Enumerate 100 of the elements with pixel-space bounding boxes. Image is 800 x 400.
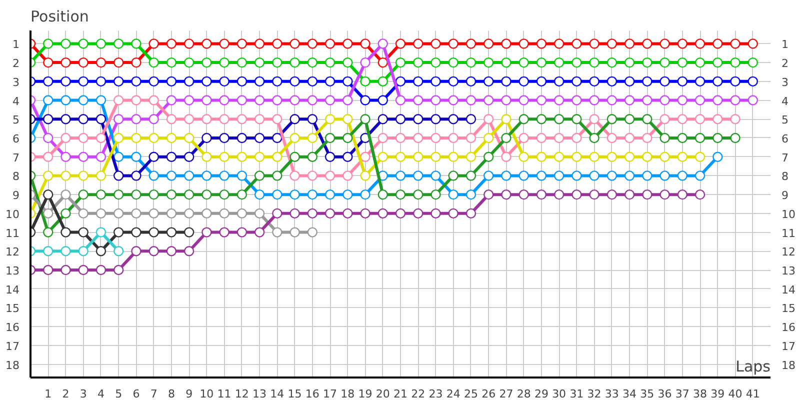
point — [184, 76, 194, 87]
x-tick-label: 17 — [323, 388, 338, 400]
point — [342, 170, 353, 181]
point — [272, 208, 282, 219]
point — [219, 170, 230, 181]
point — [272, 132, 282, 144]
point — [501, 170, 512, 181]
point — [342, 208, 353, 219]
point — [78, 38, 88, 49]
point — [589, 57, 600, 68]
point — [660, 152, 670, 162]
point — [430, 208, 441, 219]
point — [131, 227, 142, 238]
point — [730, 57, 740, 68]
point — [60, 170, 71, 181]
point — [342, 57, 353, 68]
point — [466, 208, 476, 219]
point — [413, 38, 424, 49]
point — [694, 57, 706, 68]
point — [554, 132, 564, 144]
x-tick-label: 12 — [234, 388, 249, 400]
point — [324, 76, 336, 87]
point — [131, 95, 142, 106]
point — [43, 95, 54, 106]
point — [606, 114, 618, 124]
point — [290, 114, 300, 124]
point — [219, 57, 230, 68]
point — [342, 152, 353, 162]
point — [395, 57, 406, 68]
point — [290, 189, 300, 200]
point — [748, 57, 758, 68]
y-tick-label: 14 — [6, 283, 20, 296]
point — [642, 170, 652, 181]
point — [606, 57, 618, 68]
point — [466, 152, 476, 162]
point — [324, 189, 336, 200]
point — [378, 132, 388, 144]
point — [518, 152, 529, 162]
point — [360, 208, 370, 219]
point — [184, 170, 194, 181]
point — [378, 189, 388, 200]
x-tick-label: 26 — [482, 388, 496, 400]
point — [202, 227, 212, 238]
point — [236, 170, 248, 181]
point — [78, 114, 88, 124]
y2-tick-label: 15 — [782, 302, 796, 316]
point — [589, 114, 600, 124]
point — [660, 95, 670, 106]
point — [148, 227, 159, 238]
point — [219, 227, 230, 238]
point — [148, 38, 159, 49]
point — [96, 38, 106, 49]
point — [184, 208, 194, 219]
point — [219, 152, 230, 162]
point — [483, 38, 494, 49]
point — [360, 38, 370, 49]
x-tick-label: 18 — [340, 388, 355, 400]
point — [78, 246, 88, 256]
point — [606, 95, 618, 106]
point — [642, 132, 652, 144]
point — [236, 189, 248, 200]
point — [254, 227, 265, 238]
point — [624, 38, 635, 49]
point — [518, 57, 529, 68]
point — [272, 189, 282, 200]
point — [254, 132, 265, 144]
point — [60, 152, 71, 162]
point — [483, 170, 494, 181]
point — [483, 76, 494, 87]
point — [324, 114, 336, 124]
x-tick-label: 38 — [693, 388, 708, 400]
point — [113, 189, 124, 200]
y-tick-label: 3 — [12, 76, 20, 89]
point — [184, 95, 194, 106]
point — [307, 132, 318, 144]
point — [148, 114, 159, 124]
point — [624, 57, 635, 68]
point — [184, 246, 194, 256]
x-tick-label: 39 — [710, 388, 725, 400]
point — [254, 114, 265, 124]
point — [606, 152, 618, 162]
point — [694, 152, 706, 162]
point — [677, 38, 688, 49]
point — [448, 152, 458, 162]
x-tick-label: 24 — [446, 388, 460, 400]
point — [554, 95, 564, 106]
point — [184, 114, 194, 124]
x-tick-label: 22 — [411, 388, 426, 400]
point — [202, 57, 212, 68]
point — [148, 246, 159, 256]
point — [518, 170, 529, 181]
point — [589, 132, 600, 144]
point — [448, 95, 458, 106]
point — [448, 38, 458, 49]
y-tick-label: 13 — [6, 264, 20, 278]
point — [642, 152, 652, 162]
point — [324, 170, 336, 181]
point — [694, 189, 706, 200]
x-tick-label: 41 — [746, 388, 760, 400]
point — [395, 95, 406, 106]
